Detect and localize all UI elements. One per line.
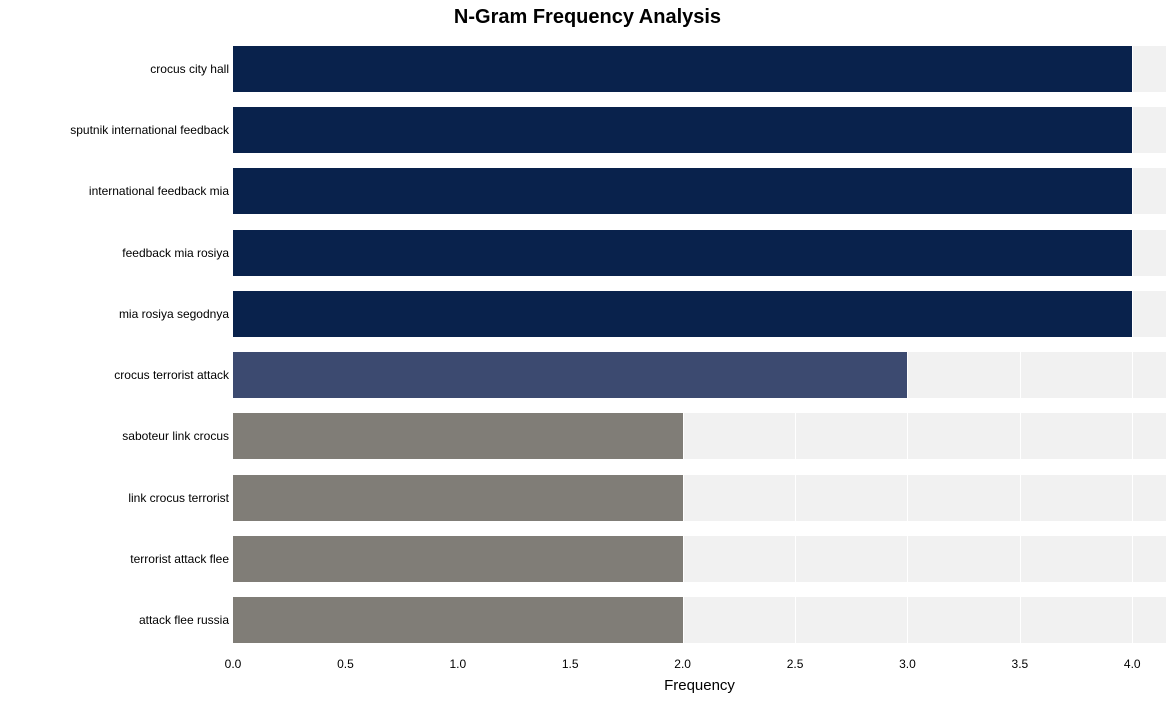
- bar: [233, 230, 1132, 276]
- y-tick-label: international feedback mia: [89, 184, 229, 198]
- bar: [233, 168, 1132, 214]
- bar: [233, 536, 683, 582]
- x-tick-label: 1.0: [449, 657, 466, 671]
- y-tick-label: feedback mia rosiya: [122, 246, 229, 260]
- y-tick-label: saboteur link crocus: [122, 429, 229, 443]
- x-tick-label: 2.5: [787, 657, 804, 671]
- bar: [233, 413, 683, 459]
- x-tick-label: 0.5: [337, 657, 354, 671]
- x-tick-label: 4.0: [1124, 657, 1141, 671]
- y-tick-label: crocus terrorist attack: [114, 368, 229, 382]
- y-tick-label: link crocus terrorist: [128, 491, 229, 505]
- bar: [233, 352, 907, 398]
- y-tick-label: mia rosiya segodnya: [119, 307, 229, 321]
- x-tick-label: 0.0: [225, 657, 242, 671]
- chart-title: N-Gram Frequency Analysis: [0, 6, 1175, 29]
- gridline: [1132, 38, 1133, 651]
- bar: [233, 107, 1132, 153]
- x-tick-label: 2.0: [674, 657, 691, 671]
- bar: [233, 46, 1132, 92]
- y-tick-label: sputnik international feedback: [70, 123, 229, 137]
- bar: [233, 475, 683, 521]
- x-tick-label: 3.0: [899, 657, 916, 671]
- bar: [233, 597, 683, 643]
- y-tick-label: attack flee russia: [139, 613, 229, 627]
- plot-area: [233, 38, 1166, 651]
- ngram-frequency-chart: N-Gram Frequency Analysis crocus city ha…: [0, 0, 1175, 701]
- y-tick-label: crocus city hall: [150, 62, 229, 76]
- bar: [233, 291, 1132, 337]
- x-tick-label: 3.5: [1012, 657, 1029, 671]
- x-tick-label: 1.5: [562, 657, 579, 671]
- y-tick-label: terrorist attack flee: [130, 552, 229, 566]
- x-axis-label: Frequency: [664, 677, 735, 694]
